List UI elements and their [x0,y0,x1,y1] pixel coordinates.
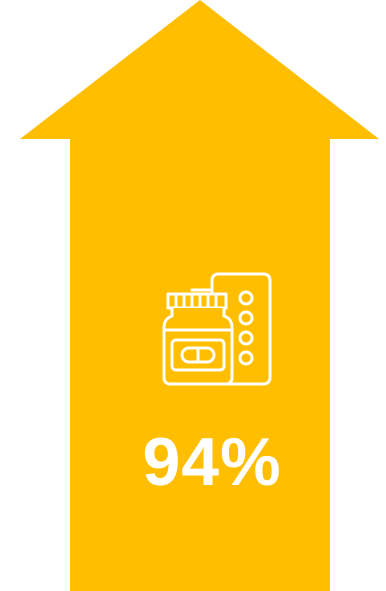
percentage-value: 94% [142,424,282,500]
arrow-content: 94% [70,270,330,496]
medicine-bottle-and-pill-blister-icon [162,272,272,386]
